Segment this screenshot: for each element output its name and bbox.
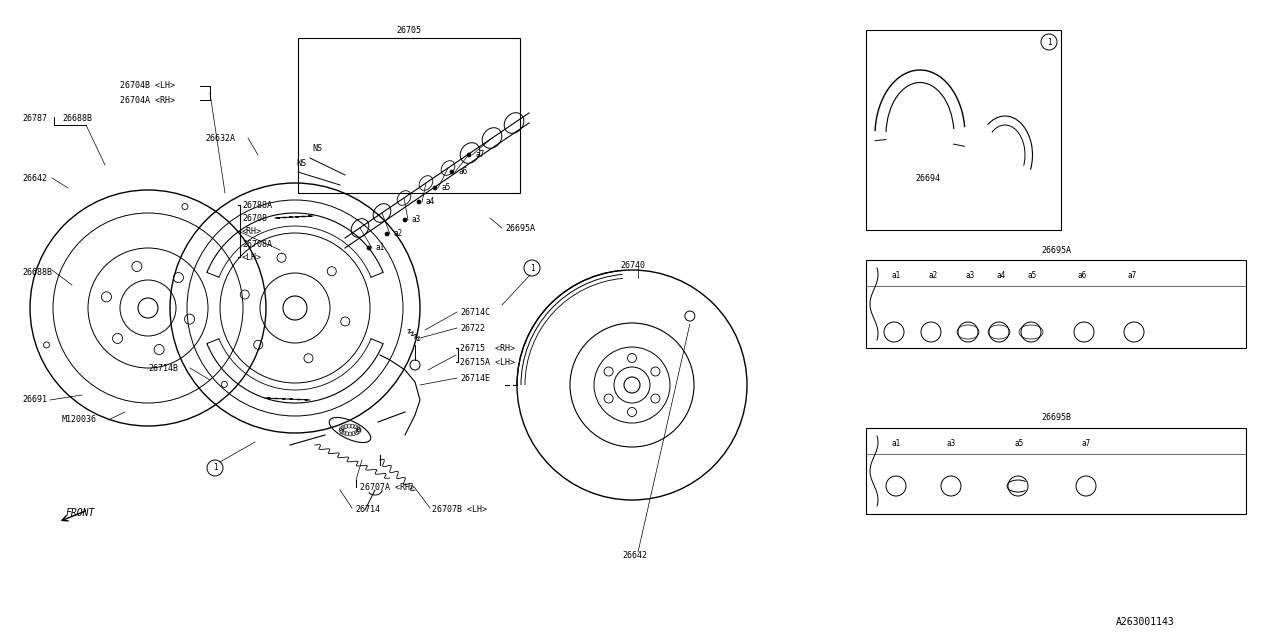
Text: 26695A: 26695A — [1041, 246, 1071, 255]
Text: NS: NS — [296, 159, 306, 168]
Text: a3: a3 — [965, 271, 974, 280]
Text: a7: a7 — [1128, 271, 1137, 280]
Text: 26704B <LH>: 26704B <LH> — [120, 81, 175, 90]
Text: 26642: 26642 — [622, 550, 646, 559]
Text: 26715A <LH>: 26715A <LH> — [460, 358, 515, 367]
Text: a1: a1 — [375, 243, 384, 252]
Bar — [298, 38, 520, 193]
Text: 26708A: 26708A — [242, 239, 273, 248]
Text: 26704A <RH>: 26704A <RH> — [120, 95, 175, 104]
Text: a7: a7 — [475, 150, 484, 159]
Text: 26632A: 26632A — [205, 134, 236, 143]
Text: a2: a2 — [393, 228, 402, 237]
Text: a1: a1 — [891, 438, 900, 447]
Text: 26691: 26691 — [22, 396, 47, 404]
Text: a6: a6 — [458, 166, 467, 175]
Text: <RH>: <RH> — [242, 227, 262, 236]
Text: a7: a7 — [1082, 438, 1091, 447]
Text: 26707B <LH>: 26707B <LH> — [433, 506, 486, 515]
Text: 26708: 26708 — [242, 214, 268, 223]
Circle shape — [182, 204, 188, 209]
Text: <LH>: <LH> — [242, 253, 262, 262]
Text: 26695A: 26695A — [506, 223, 535, 232]
Text: a4: a4 — [425, 196, 434, 205]
Bar — [867, 30, 1061, 230]
Text: a5: a5 — [1027, 271, 1037, 280]
Text: a6: a6 — [1078, 271, 1087, 280]
Text: 26787: 26787 — [22, 113, 47, 122]
Text: 26695B: 26695B — [1041, 413, 1071, 422]
Circle shape — [467, 153, 471, 157]
Text: 26707A <RH>: 26707A <RH> — [360, 483, 415, 493]
Text: 1: 1 — [212, 463, 218, 472]
Text: 26705: 26705 — [397, 26, 421, 35]
Text: FRONT: FRONT — [67, 508, 96, 518]
Text: M120036: M120036 — [61, 415, 97, 424]
Text: A263001143: A263001143 — [1116, 617, 1174, 627]
Text: 26740: 26740 — [620, 260, 645, 269]
Text: NS: NS — [312, 143, 323, 152]
Text: a5: a5 — [442, 182, 451, 191]
Text: a4: a4 — [996, 271, 1005, 280]
Circle shape — [44, 342, 50, 348]
Text: 26788A: 26788A — [242, 200, 273, 209]
Circle shape — [403, 218, 407, 222]
Text: 26642: 26642 — [22, 173, 47, 182]
Text: 1: 1 — [1047, 38, 1051, 47]
Text: a3: a3 — [411, 214, 420, 223]
Text: 26722: 26722 — [460, 323, 485, 333]
Text: 26714E: 26714E — [460, 374, 490, 383]
Circle shape — [367, 246, 371, 250]
Text: 26694: 26694 — [915, 173, 940, 182]
Text: 26688B: 26688B — [61, 113, 92, 122]
Bar — [867, 260, 1245, 348]
Text: 26714C: 26714C — [460, 307, 490, 317]
Circle shape — [417, 200, 421, 204]
Circle shape — [221, 381, 228, 387]
Text: 26688B: 26688B — [22, 268, 52, 276]
Text: 26714B: 26714B — [148, 364, 178, 372]
Text: a2: a2 — [928, 271, 937, 280]
Circle shape — [385, 232, 389, 236]
Text: 26714: 26714 — [355, 506, 380, 515]
Text: 26715  <RH>: 26715 <RH> — [460, 344, 515, 353]
Bar — [867, 428, 1245, 514]
Text: a5: a5 — [1014, 438, 1023, 447]
Circle shape — [451, 170, 454, 174]
Text: a1: a1 — [891, 271, 900, 280]
Circle shape — [433, 186, 436, 190]
Text: a3: a3 — [946, 438, 955, 447]
Text: 1: 1 — [530, 264, 534, 273]
